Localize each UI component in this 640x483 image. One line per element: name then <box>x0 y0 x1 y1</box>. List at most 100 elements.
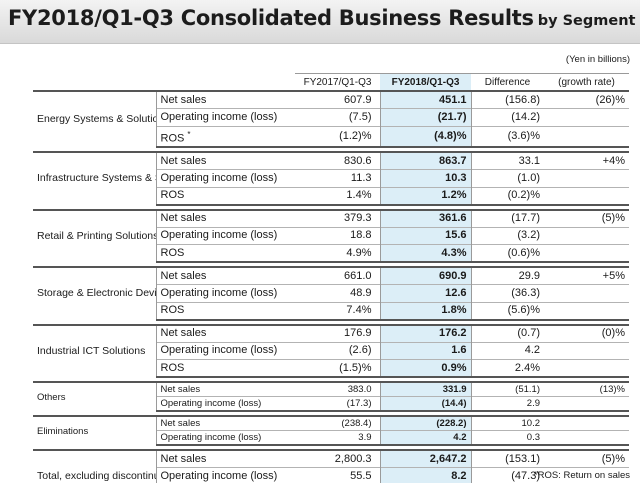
table-body: Energy Systems & Solutions Net sales 607.9… <box>33 89 629 483</box>
value-growth <box>544 467 629 483</box>
metric-label-cell: Net sales <box>155 449 295 468</box>
table-row: Operating income (loss) (2.6) 1.6 4.2 <box>33 341 629 360</box>
value-diff: 0.3 <box>471 430 544 447</box>
table-row: Total, excluding discontinued operations… <box>33 449 629 483</box>
table-row: Industrial ICT Solutions Net sales 176.9 17… <box>33 323 629 378</box>
metric-label: Net sales <box>160 452 207 465</box>
value-prev: 18.8 <box>295 226 380 245</box>
table-row: Operating income (loss) 11.3 10.3 (1.0) <box>33 169 629 188</box>
value-diff: (36.3) <box>471 284 544 303</box>
metric-label: Net sales <box>160 269 207 282</box>
value-prev: 4.9% <box>295 244 380 264</box>
value-growth <box>544 359 629 379</box>
metric-label-cell: Net sales <box>155 415 295 431</box>
table-row: Operating income (loss) (17.3) (14.4) 2.9 <box>33 396 629 413</box>
value-growth: (0)% <box>544 323 629 343</box>
value-prev: (1.2)% <box>295 125 380 149</box>
value-curr: 8.2 <box>379 467 472 483</box>
metric-label: ROS <box>160 361 185 374</box>
value-curr: 361.6 <box>379 208 472 228</box>
value-growth <box>544 284 629 303</box>
unit-note: (Yen in billions) <box>565 54 630 65</box>
value-curr: 4.3% <box>379 244 472 264</box>
value-diff: (14.2) <box>471 108 544 126</box>
value-prev: 48.9 <box>295 284 380 303</box>
metric-label-cell: Net sales <box>155 381 295 397</box>
value-curr: 331.9 <box>379 381 472 397</box>
page-title: FY2018/Q1-Q3 Consolidated Business Resul… <box>8 6 635 30</box>
value-diff: (3.2) <box>471 226 544 245</box>
value-curr: 4.2 <box>379 430 472 447</box>
table-row: Operating income (loss) 48.9 12.6 (36.3) <box>33 284 629 303</box>
metric-label: Operating income (loss) <box>160 229 278 242</box>
metric-label: Operating income (loss) <box>160 469 278 482</box>
value-growth <box>544 125 629 149</box>
value-diff: 29.9 <box>471 266 544 285</box>
value-diff: (47.3) <box>471 467 544 483</box>
table-row: ROS 1.4% 1.2% (0.2)% <box>33 186 629 206</box>
value-curr: 10.3 <box>379 169 472 188</box>
metric-label: Operating income (loss) <box>160 286 278 299</box>
table-row: ROS * (1.2)% (4.8)% (3.6)% <box>33 125 629 149</box>
value-prev: 11.3 <box>295 169 380 188</box>
value-curr: 12.6 <box>379 284 472 303</box>
metric-label: Operating income (loss) <box>160 398 262 410</box>
column-header-prev: FY2017/Q1-Q3 <box>295 73 380 92</box>
value-prev: 176.9 <box>295 323 380 343</box>
metric-label-cell: ROS <box>155 359 295 379</box>
metric-label: Operating income (loss) <box>160 171 278 184</box>
value-growth: +4% <box>544 151 629 170</box>
table-header-row: FY2017/Q1-Q3 FY2018/Q1-Q3 Difference (gr… <box>33 73 629 92</box>
metric-label: Net sales <box>160 418 201 430</box>
value-prev: 3.9 <box>295 430 380 447</box>
value-growth: (5)% <box>544 208 629 228</box>
value-diff: (17.7) <box>471 208 544 228</box>
value-growth <box>544 169 629 188</box>
value-diff: (1.0) <box>471 169 544 188</box>
footnote: *ROS: Return on sales <box>533 470 630 481</box>
value-growth <box>544 108 629 126</box>
value-growth <box>544 415 629 431</box>
value-curr: (14.4) <box>379 396 472 413</box>
value-curr: (21.7) <box>379 108 472 126</box>
metric-label-cell: Operating income (loss) <box>155 108 295 126</box>
value-growth <box>544 301 629 321</box>
segment-name: Industrial ICT Solutions <box>33 323 156 378</box>
table-row: ROS 4.9% 4.3% (0.6)% <box>33 244 629 264</box>
metric-label-cell: Net sales <box>155 90 295 109</box>
value-diff: 4.2 <box>471 341 544 360</box>
value-prev: (238.4) <box>295 415 380 431</box>
metric-label-cell: Operating income (loss) <box>155 284 295 303</box>
value-diff: (153.1) <box>471 449 544 468</box>
metric-label: ROS <box>160 132 185 145</box>
segment-name: Infrastructure Systems & Solutions <box>33 151 156 205</box>
table-row: Operating income (loss) (7.5) (21.7) (14.2) <box>33 108 629 126</box>
value-prev: 7.4% <box>295 301 380 321</box>
value-diff: (5.6)% <box>471 301 544 321</box>
metric-label: Net sales <box>160 154 207 167</box>
metric-label: Net sales <box>160 93 207 106</box>
table-row: Operating income (loss) 18.8 15.6 (3.2) <box>33 226 629 245</box>
table-row: Eliminations Net sales (238.4) (228.2) 10.2 <box>33 415 629 446</box>
metric-label: Net sales <box>160 327 207 340</box>
page-title-main: FY2018/Q1-Q3 Consolidated Business Resul… <box>8 6 534 30</box>
value-growth <box>544 226 629 245</box>
table-row: Operating income (loss) 55.5 8.2 (47.3) <box>33 467 629 483</box>
value-curr: 863.7 <box>379 151 472 170</box>
value-curr: 0.9% <box>379 359 472 379</box>
metric-label-cell: Operating income (loss) <box>155 396 295 413</box>
value-curr: 2,647.2 <box>379 449 472 468</box>
value-prev: 1.4% <box>295 186 380 206</box>
value-prev: (7.5) <box>295 108 380 126</box>
segment-name: Storage & Electronic Devices Solutions <box>33 266 156 320</box>
table-row: Retail & Printing Solutions Net sales 379.… <box>33 208 629 263</box>
title-bar: FY2018/Q1-Q3 Consolidated Business Resul… <box>0 0 640 44</box>
value-diff: (0.7) <box>471 323 544 343</box>
metric-label: Operating income (loss) <box>160 432 262 444</box>
value-curr: 1.8% <box>379 301 472 321</box>
footnote-marker: * <box>187 129 191 139</box>
header-blank <box>156 73 295 92</box>
metric-label: ROS <box>160 189 185 202</box>
metric-label: Net sales <box>160 384 201 396</box>
value-prev: (2.6) <box>295 341 380 360</box>
